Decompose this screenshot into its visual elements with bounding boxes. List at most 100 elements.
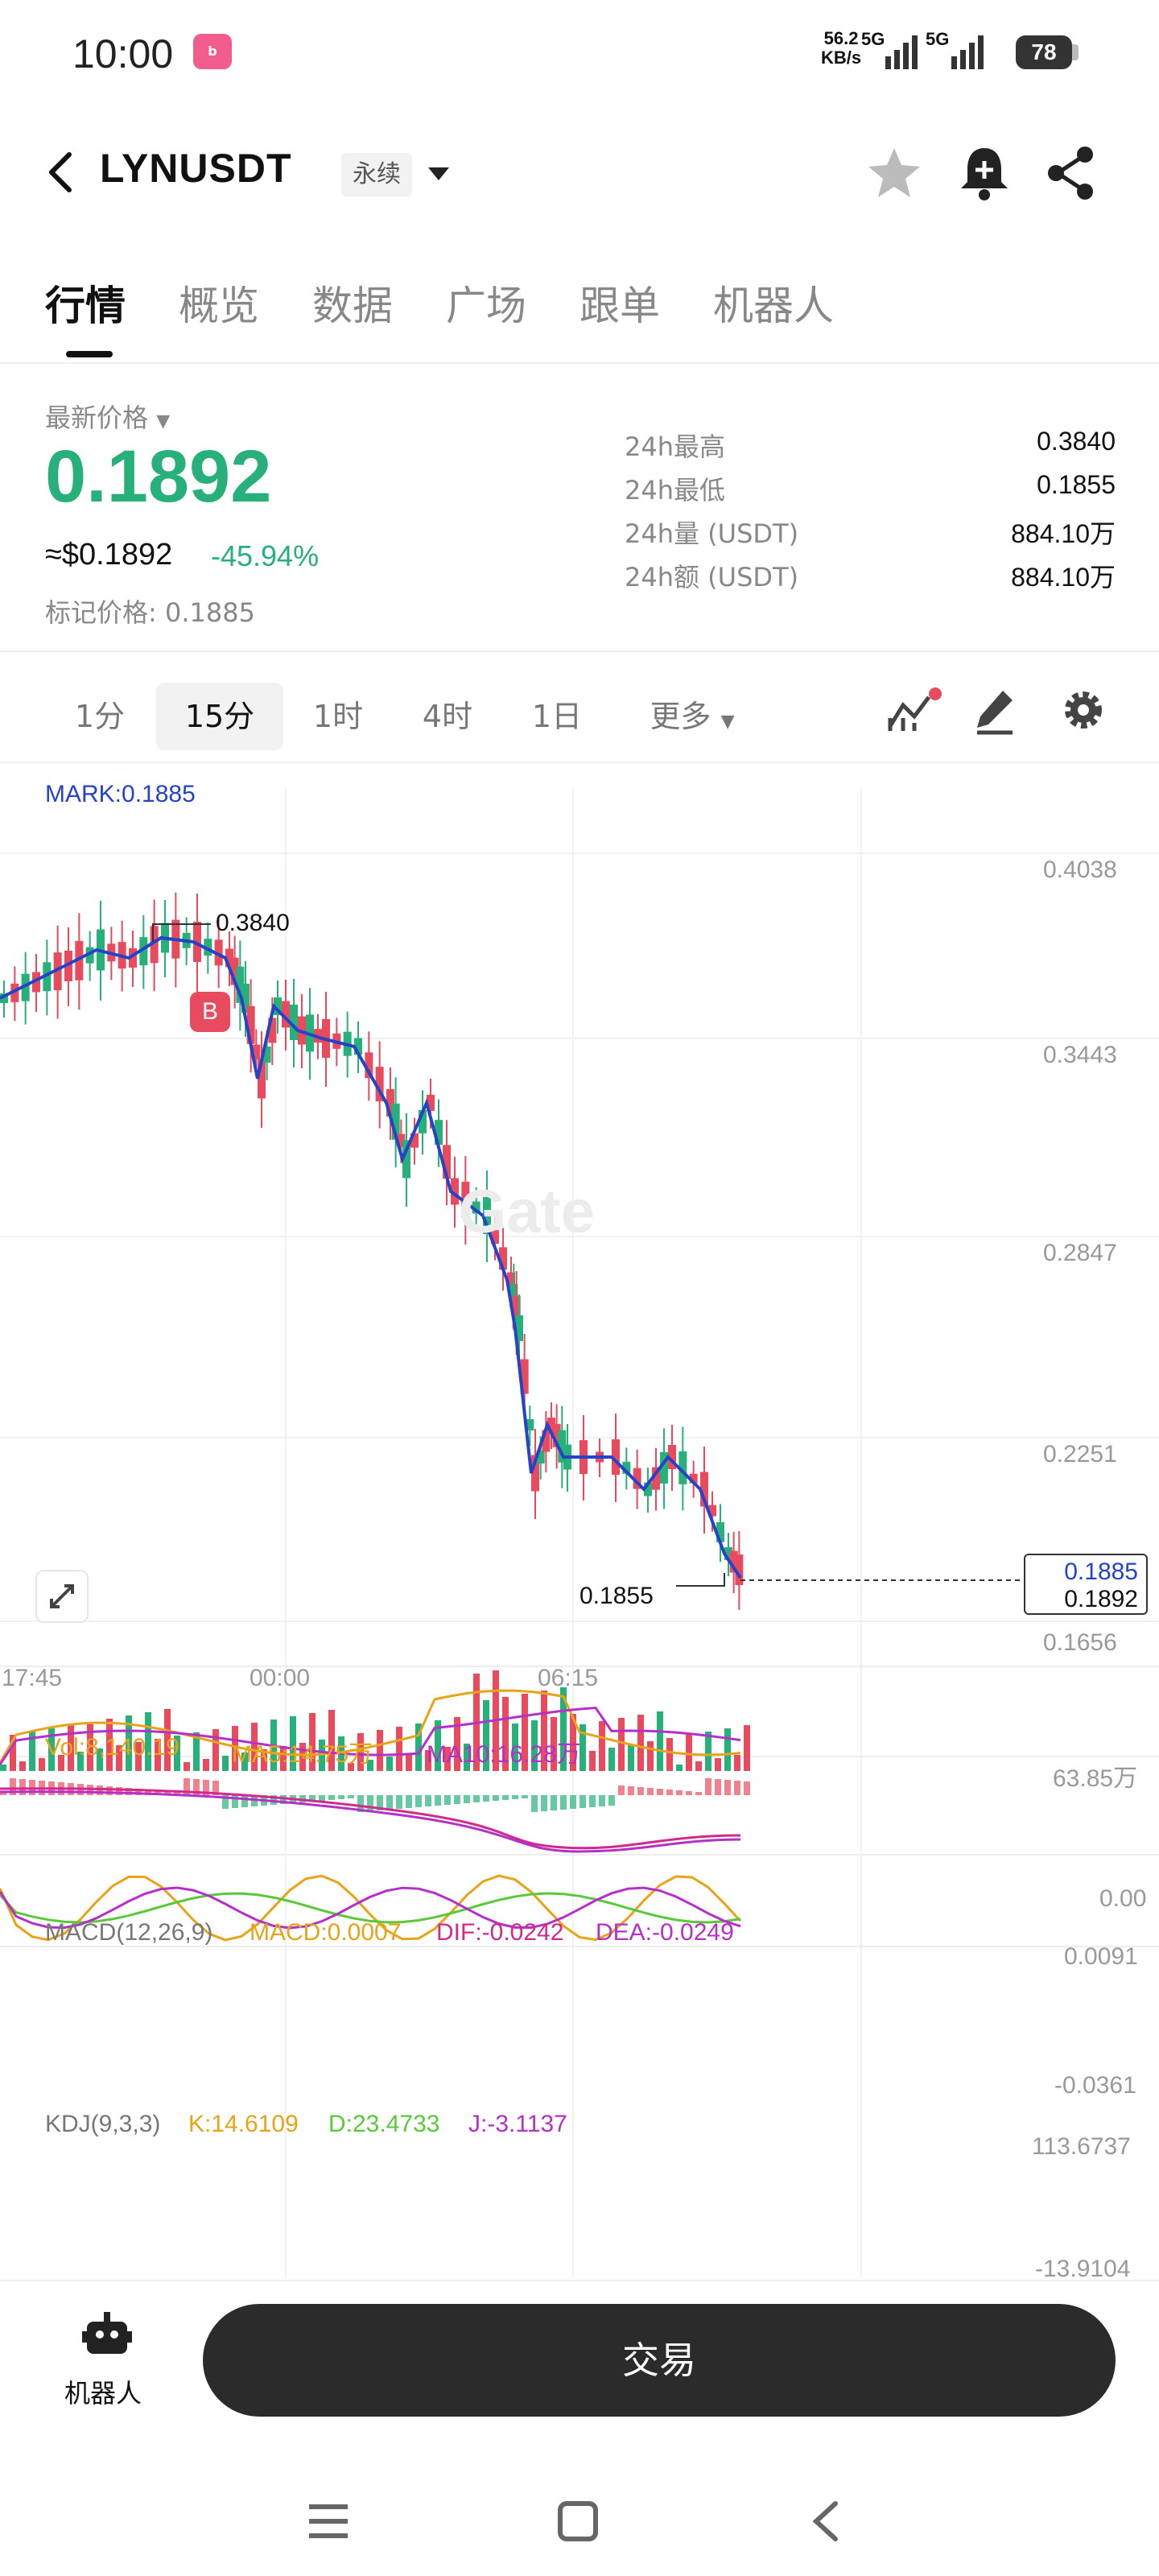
volume-bar <box>241 1752 248 1771</box>
interval-15m[interactable]: 15分 <box>156 683 283 750</box>
y-tick: 0.3443 <box>1043 1042 1117 1068</box>
tab-data[interactable]: 数据 <box>312 283 393 329</box>
candle-body <box>644 1482 652 1496</box>
tab-square[interactable]: 广场 <box>446 283 526 329</box>
volume-bar <box>560 1687 567 1771</box>
candle-body <box>402 1140 410 1179</box>
symbol-title[interactable]: LYNUSDT <box>100 146 292 191</box>
indicator-icon[interactable] <box>885 686 943 737</box>
candle-body <box>43 962 52 992</box>
ma10-label: MA10:16.28万 <box>427 1741 581 1768</box>
price-change: -45.94% <box>211 539 320 572</box>
trade-button[interactable]: 交易 <box>203 2304 1116 2417</box>
macd-bar <box>357 1795 364 1812</box>
kdj-title: KDJ(9,3,3) <box>45 2111 161 2137</box>
star-icon[interactable] <box>866 145 922 201</box>
candle-body <box>435 1120 443 1146</box>
y-tick: 0.2847 <box>1043 1240 1117 1266</box>
interval-more[interactable]: 更多 ▼ <box>636 683 749 750</box>
tab-bot[interactable]: 机器人 <box>713 283 834 329</box>
draw-pen-icon[interactable] <box>972 686 1017 737</box>
macd-bar <box>386 1795 393 1810</box>
gear-icon[interactable] <box>1059 686 1107 734</box>
macd-bar <box>328 1795 335 1800</box>
menu-icon[interactable] <box>306 2499 351 2544</box>
candle-body <box>499 1247 507 1270</box>
last-price-label[interactable]: 最新价格 ▼ <box>45 398 170 435</box>
volume-bar <box>541 1690 547 1771</box>
net-speed: 56.2 KB/s <box>821 29 861 68</box>
kdj-j: J:-3.1137 <box>468 2111 567 2137</box>
stat-label: 24h额 (USDT) <box>625 562 799 592</box>
home-icon[interactable] <box>555 2499 600 2544</box>
buy-marker[interactable]: B <box>190 992 230 1032</box>
macd-bar <box>174 1792 180 1795</box>
macd-bar <box>522 1795 528 1798</box>
candle-body <box>85 947 94 964</box>
vol-y-top: 63.85万 <box>1053 1765 1138 1792</box>
macd-bar <box>657 1789 663 1795</box>
interval-4h[interactable]: 4时 <box>422 699 473 734</box>
volume-bar <box>724 1728 731 1771</box>
macd-bar <box>715 1779 721 1795</box>
caret-down-icon: ▼ <box>156 411 171 431</box>
volume-bar <box>77 1752 84 1771</box>
tab-market[interactable]: 行情 <box>45 283 126 329</box>
ma5-line <box>0 1689 741 1764</box>
macd-bar <box>135 1789 142 1795</box>
macd-bar <box>164 1791 171 1795</box>
candle-body <box>282 1001 290 1028</box>
volume-bar <box>686 1735 692 1771</box>
status-bar: 10:00 b 56.2 KB/s 5G 5G 78 <box>0 0 1159 105</box>
expand-icon <box>50 1584 74 1608</box>
stat-value: 884.10万 <box>1011 563 1116 592</box>
interval-1h[interactable]: 1时 <box>312 699 364 734</box>
volume-bar <box>106 1719 113 1771</box>
back-icon[interactable] <box>45 150 77 195</box>
volume-bar <box>705 1732 711 1771</box>
tab-overview[interactable]: 概览 <box>179 283 259 329</box>
candle-body <box>391 1103 400 1140</box>
macd-dea: DEA:-0.0249 <box>596 1919 734 1946</box>
volume-bar <box>406 1753 412 1771</box>
candle-body <box>290 1005 298 1040</box>
share-icon[interactable] <box>1045 145 1098 201</box>
battery-indicator: 78 <box>1016 35 1072 69</box>
y-tick: 0.4038 <box>1043 857 1117 883</box>
stat-high: 24h最高 0.3840 <box>625 427 1116 465</box>
tab-copy-trade[interactable]: 跟单 <box>580 283 660 329</box>
bot-label[interactable]: 机器人 <box>64 2378 142 2409</box>
kdj-k: K:14.6109 <box>188 2111 299 2137</box>
low-marker-line <box>676 1573 725 1587</box>
candle-body <box>612 1439 620 1475</box>
volume-bar <box>348 1763 354 1771</box>
sim2-label: 5G <box>926 29 950 49</box>
candle-body <box>660 1451 668 1484</box>
chart-top-divider <box>0 762 1159 763</box>
nav-back-icon[interactable] <box>805 2499 850 2544</box>
kline-chart[interactable] <box>0 765 1159 2278</box>
expand-chart-button[interactable] <box>35 1570 89 1623</box>
volume-bar <box>184 1762 190 1771</box>
macd-y-top: 0.0091 <box>1064 1943 1138 1970</box>
high-label: 0.3840 <box>216 910 290 936</box>
robot-icon[interactable] <box>80 2309 134 2362</box>
volume-bar <box>126 1715 132 1771</box>
macd-bar <box>222 1795 229 1809</box>
bell-plus-icon[interactable] <box>956 143 1013 203</box>
volume-bar <box>251 1723 258 1771</box>
candle-body <box>252 1044 261 1059</box>
macd-bar <box>647 1788 654 1795</box>
ma-line <box>0 935 742 1579</box>
candle-body <box>472 1201 481 1214</box>
interval-1m[interactable]: 1分 <box>74 699 126 734</box>
candle-body <box>268 1018 277 1043</box>
candle-body <box>204 939 212 956</box>
volume-bar <box>580 1724 586 1771</box>
vol-y-bottom: 0.00 <box>1099 1885 1147 1912</box>
contract-type-badge[interactable]: 永续 <box>341 153 412 196</box>
interval-1d[interactable]: 1日 <box>531 699 583 734</box>
macd-bar <box>106 1786 113 1795</box>
macd-bar <box>502 1795 509 1800</box>
chevron-down-icon[interactable] <box>427 166 451 184</box>
